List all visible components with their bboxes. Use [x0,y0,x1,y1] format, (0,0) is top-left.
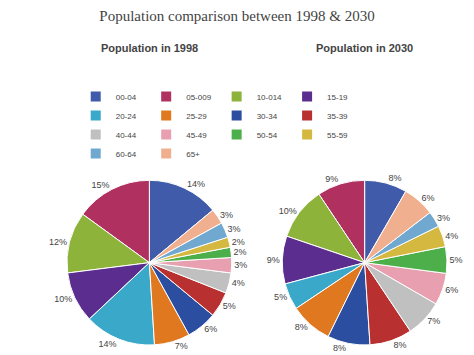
svg-text:8%: 8% [394,340,407,350]
svg-text:65+: 65+ [186,150,200,159]
svg-text:00-04: 00-04 [116,93,137,102]
svg-text:8%: 8% [388,173,401,183]
svg-text:8%: 8% [295,322,308,332]
svg-text:3%: 3% [234,260,247,270]
svg-text:35-39: 35-39 [327,112,348,121]
svg-text:9%: 9% [267,255,280,265]
svg-text:15%: 15% [91,180,109,190]
svg-text:3%: 3% [437,213,450,223]
svg-text:Population in 2030: Population in 2030 [316,42,413,54]
svg-text:3%: 3% [227,224,240,234]
svg-text:55-59: 55-59 [327,131,348,140]
svg-text:30-34: 30-34 [257,112,278,121]
svg-text:5%: 5% [223,301,236,311]
svg-text:25-29: 25-29 [186,112,207,121]
svg-text:8%: 8% [333,343,346,353]
svg-text:50-54: 50-54 [257,131,278,140]
svg-text:40-44: 40-44 [116,131,137,140]
svg-text:10%: 10% [54,294,72,304]
svg-text:7%: 7% [427,316,440,326]
svg-text:5%: 5% [274,292,287,302]
svg-text:12%: 12% [49,237,67,247]
svg-text:6%: 6% [204,324,217,334]
svg-text:05-009: 05-009 [186,93,211,102]
svg-text:7%: 7% [175,341,188,351]
svg-text:10-014: 10-014 [257,93,282,102]
svg-text:14%: 14% [99,339,117,349]
svg-text:Population comparison between: Population comparison between 1998 & 203… [99,8,374,24]
svg-text:20-24: 20-24 [116,112,137,121]
svg-text:6%: 6% [421,193,434,203]
svg-text:14%: 14% [187,179,205,189]
svg-text:3%: 3% [220,210,233,220]
svg-text:2%: 2% [234,247,247,257]
svg-text:5%: 5% [449,255,462,265]
svg-text:60-64: 60-64 [116,150,137,159]
svg-text:9%: 9% [325,174,338,184]
svg-text:4%: 4% [445,231,458,241]
svg-text:6%: 6% [445,285,458,295]
svg-text:10%: 10% [279,206,297,216]
svg-text:4%: 4% [232,278,245,288]
svg-text:45-49: 45-49 [186,131,207,140]
svg-text:15-19: 15-19 [327,93,348,102]
svg-text:Population in 1998: Population in 1998 [101,42,198,54]
svg-text:2%: 2% [232,237,245,247]
